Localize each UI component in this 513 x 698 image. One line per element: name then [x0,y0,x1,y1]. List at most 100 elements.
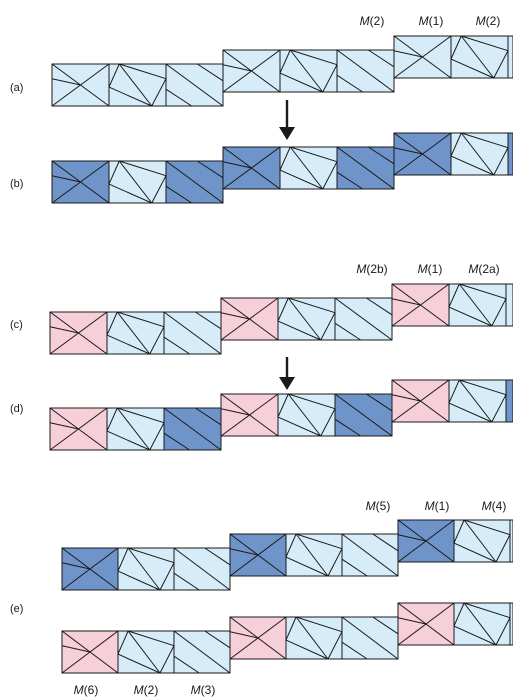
octahedron-edge [495,617,511,646]
row-b [51,132,513,204]
octahedron-block [220,393,279,437]
octahedron-face [108,63,167,107]
row-c [49,283,513,355]
octahedron-face [450,35,509,79]
octahedron-block [277,393,336,437]
octahedron-edge [453,625,497,646]
octahedron-edge [117,311,165,328]
octahedron-edge [341,558,368,577]
octahedron-edge [127,630,161,674]
octahedron-edge [491,394,507,423]
octahedron-block [334,297,393,341]
octahedron-edge [165,160,224,204]
octahedron-edge [116,311,151,355]
octahedron-block [450,35,509,79]
octahedron-block [106,407,165,451]
octahedron-block [336,146,395,190]
octahedron-edge [334,322,361,341]
octahedron-edge [204,547,231,566]
octahedron-edge [163,336,190,355]
site-label-a-2: M(1) [419,14,444,28]
octahedron-edge [165,63,224,107]
octahedron-edge [336,74,363,93]
octahedron-block [229,533,287,577]
octahedron-edge [372,616,399,635]
panel-label-d: (d) [10,403,23,415]
octahedron-edge [459,379,507,396]
octahedron-face [277,393,336,437]
octahedron-block [61,630,119,674]
octahedron-edge [341,533,399,577]
octahedron-block [450,132,509,176]
row-d [49,379,513,451]
octahedron-edge [106,334,150,355]
octahedron-block [397,519,455,563]
octahedron-edge [173,572,200,591]
octahedron-face [108,160,167,204]
octahedron-face [285,616,343,660]
octahedron-edge [195,407,222,426]
octahedron-block [279,49,338,93]
octahedron-block [277,297,336,341]
panel-label-a: (a) [10,82,23,94]
octahedron-edge [285,556,329,577]
octahedron-edge [327,631,343,660]
octahedron-edge [463,602,497,646]
octahedron-edge [108,183,152,204]
octahedron-block [334,393,393,437]
arrow-c-to-d [279,357,295,390]
octahedron-block [505,379,513,423]
octahedron-edge [459,283,507,300]
octahedron-edge [322,64,338,93]
octahedron-edge [285,639,329,660]
octahedron-edge [119,160,167,177]
octahedron-edge [173,630,231,674]
octahedron-face [505,283,513,327]
octahedron-edge [220,312,250,320]
site-label-c-2: M(1) [418,262,443,276]
octahedron-face [505,379,513,423]
octahedron-edge [453,602,465,627]
octahedron-edge [279,49,291,74]
octahedron-block [448,283,507,327]
octahedron-block [173,547,231,591]
octahedron-edge [127,547,175,564]
octahedron-edge [366,297,393,316]
octahedron-block [165,63,224,107]
octahedron-block [61,547,119,591]
octahedron-edge [463,602,511,619]
octahedron-edge [341,616,399,660]
octahedron-block [285,533,343,577]
octahedron-edge [336,49,395,93]
octahedron-edge [491,298,507,327]
octahedron-face [507,35,513,79]
octahedron-edge [151,175,167,204]
octahedron-block [509,519,513,563]
octahedron-edge [290,49,338,66]
octahedron-block [509,602,513,646]
octahedron-edge [450,58,494,79]
site-label-e-5: M(2) [134,683,159,697]
octahedron-edge [287,393,322,437]
octahedron-edge [460,35,495,79]
octahedron-edge [49,326,79,334]
octahedron-block [163,407,222,451]
octahedron-block [393,35,452,79]
octahedron-edge [165,185,192,204]
octahedron-edge [204,630,231,649]
octahedron-block [108,160,167,204]
octahedron-edge [327,548,343,577]
octahedron-block [507,35,513,79]
octahedron-edge [334,418,361,437]
octahedron-edge [288,297,336,314]
site-label-a-1: M(2) [360,14,385,28]
octahedron-face [448,283,507,327]
octahedron-edge [61,645,91,653]
octahedron-edge [277,320,321,341]
octahedron-edge [295,533,343,550]
octahedron-block [341,533,399,577]
octahedron-edge [165,88,192,107]
octahedron-block [163,311,222,355]
octahedron-edge [49,422,79,430]
octahedron-block [51,160,110,204]
